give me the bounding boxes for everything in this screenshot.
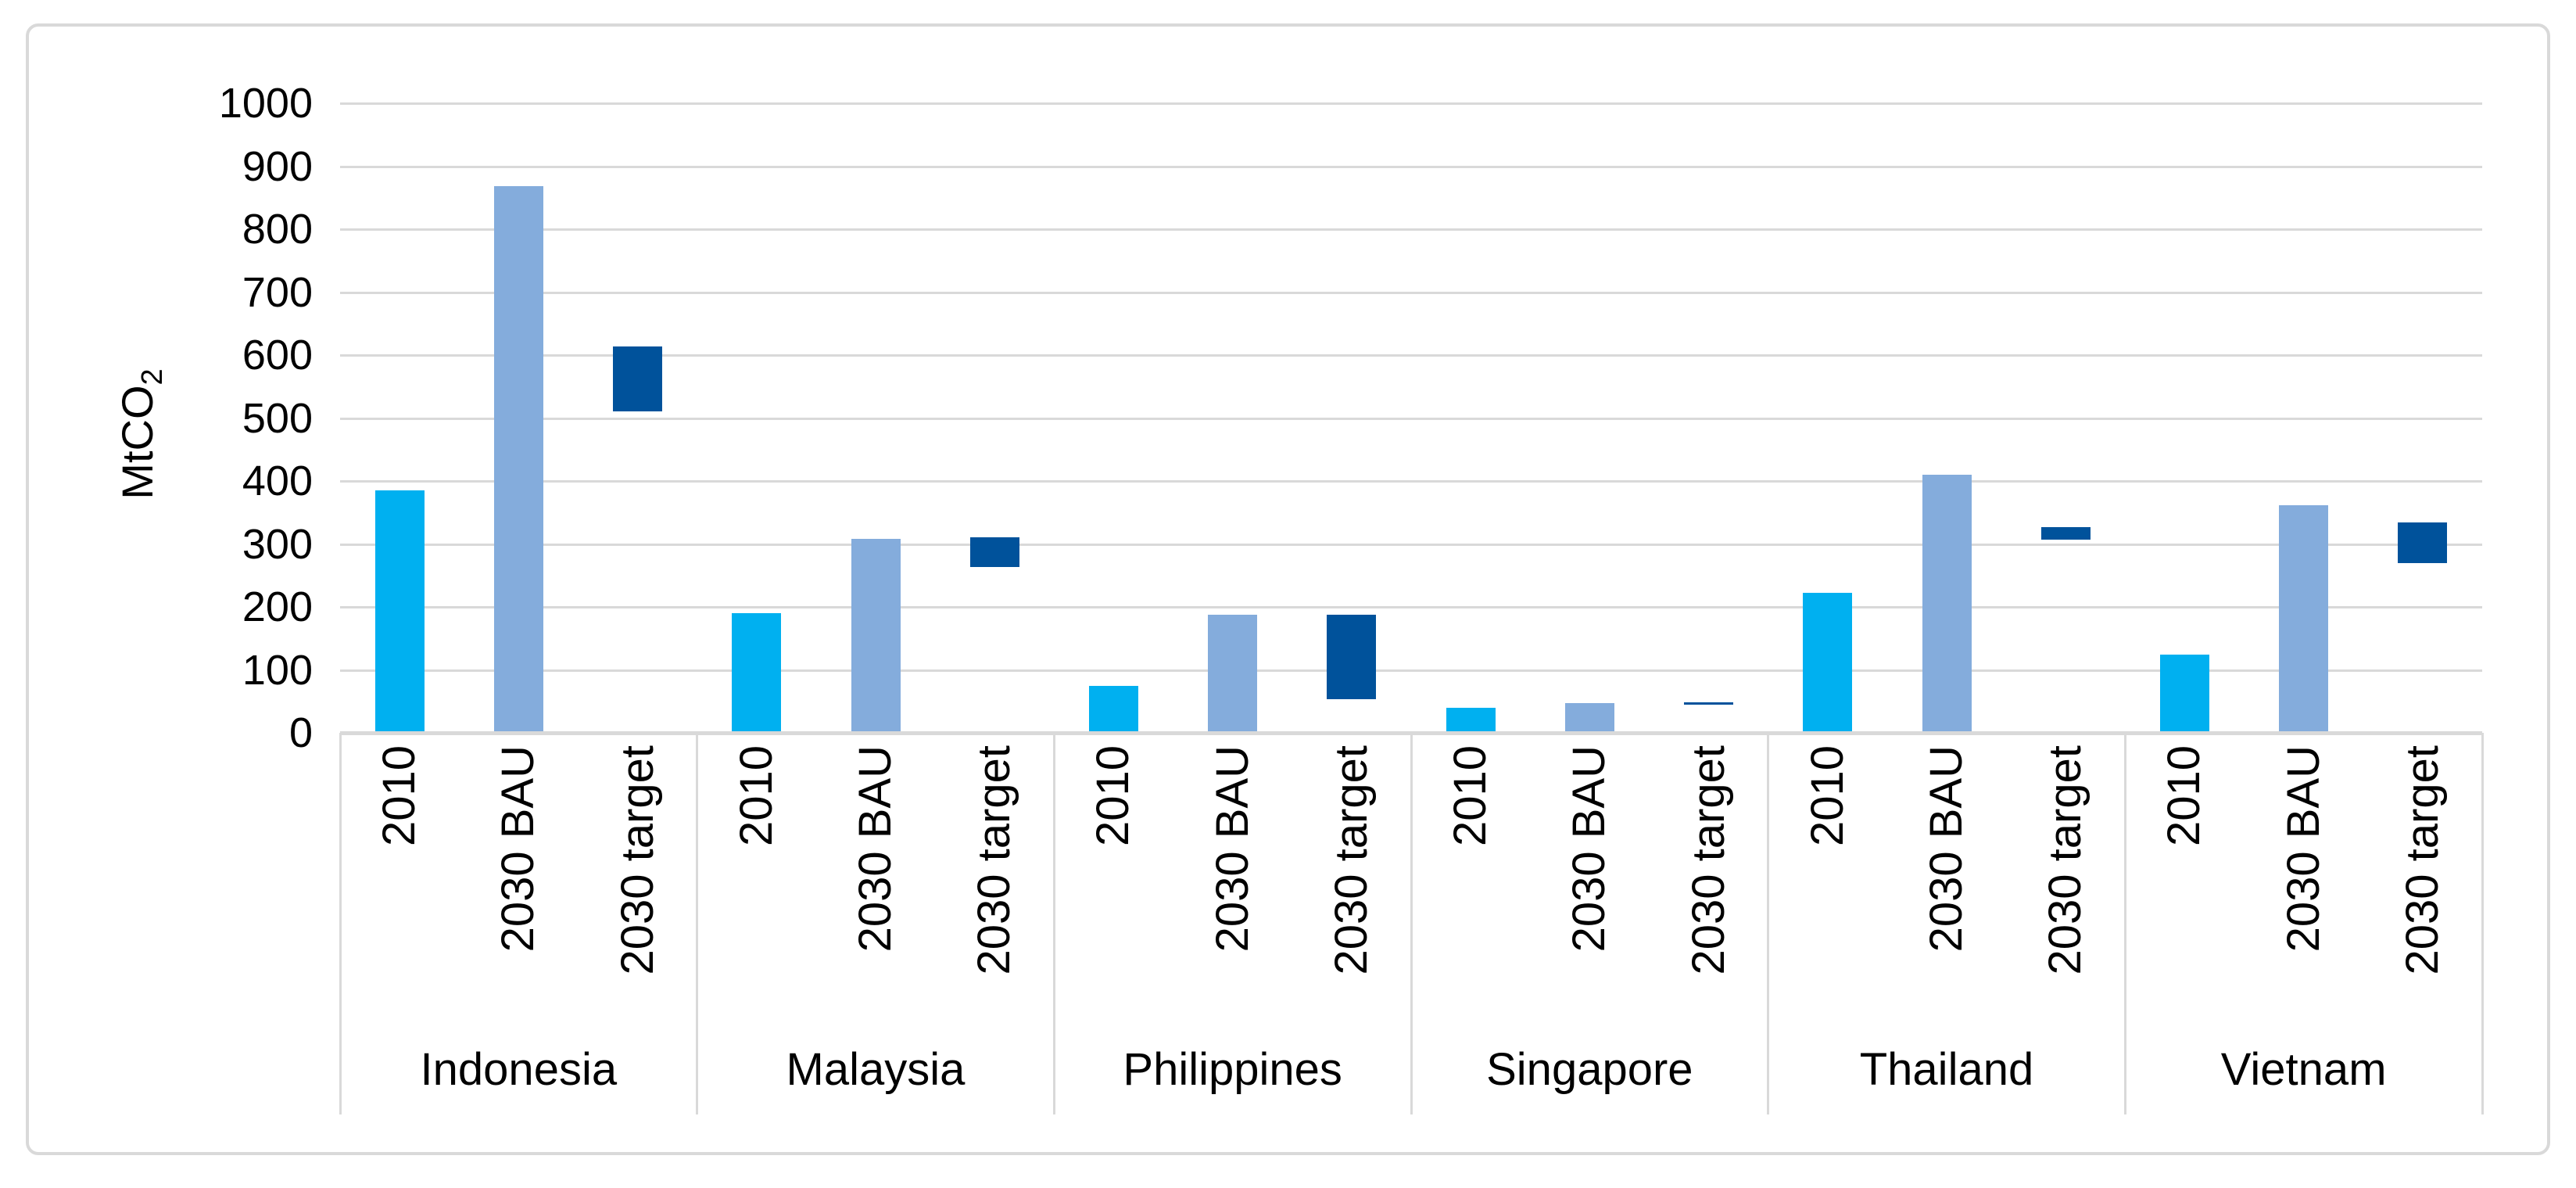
y-tick-label: 600 xyxy=(242,332,313,379)
bar-tick-label: 2030 BAU xyxy=(1921,745,1972,953)
gridline xyxy=(340,165,2482,168)
country-label-indonesia: Indonesia xyxy=(420,1044,618,1095)
bar-tick-label: 2030 target xyxy=(611,745,663,975)
bar-tick-label: 2030 BAU xyxy=(850,745,901,953)
bar-philippines-2010 xyxy=(1088,686,1138,731)
y-tick-label: 0 xyxy=(288,709,313,756)
y-tick-label: 1000 xyxy=(218,80,313,127)
y-tick-label: 200 xyxy=(242,583,313,630)
country-label-philippines: Philippines xyxy=(1123,1044,1342,1095)
bar-vietnam-2030-bau xyxy=(2279,504,2329,731)
bar-tick-label: 2030 BAU xyxy=(2277,745,2329,953)
y-tick-label: 100 xyxy=(242,646,313,694)
bar-tick-label: 2010 xyxy=(2159,745,2210,847)
bar-malaysia-2030-bau xyxy=(851,539,901,731)
gridline xyxy=(340,417,2482,420)
bar-tick-label: 2030 BAU xyxy=(1206,745,1258,953)
bar-tick-label: 2030 target xyxy=(1325,745,1377,975)
bar-tick-label: 2010 xyxy=(1087,745,1139,847)
category-divider xyxy=(1052,733,1055,1114)
bar-singapore-2010 xyxy=(1446,707,1496,731)
y-tick-label: 800 xyxy=(242,206,313,253)
bar-philippines-2030-bau xyxy=(1208,614,1258,731)
gridline xyxy=(340,102,2482,105)
bar-malaysia-2030-target xyxy=(969,537,1019,568)
bar-tick-label: 2030 BAU xyxy=(493,745,544,953)
bar-tick-label: 2010 xyxy=(1801,745,1853,847)
country-label-malaysia: Malaysia xyxy=(786,1044,966,1095)
y-axis-title-subscript: 2 xyxy=(136,368,170,386)
category-divider xyxy=(1767,733,1770,1114)
bar-tick-label: 2030 target xyxy=(969,745,1020,975)
category-divider xyxy=(1410,733,1413,1114)
gridline xyxy=(340,606,2482,608)
bar-malaysia-2010 xyxy=(732,613,782,731)
y-tick-label: 300 xyxy=(242,520,313,568)
y-tick-label: 700 xyxy=(242,268,313,316)
category-divider xyxy=(339,733,342,1114)
gridline xyxy=(340,543,2482,546)
bar-indonesia-2030-target xyxy=(613,346,663,412)
y-tick-label: 900 xyxy=(242,142,313,190)
bar-tick-label: 2030 target xyxy=(2396,745,2448,975)
country-label-vietnam: Vietnam xyxy=(2220,1044,2387,1095)
bar-indonesia-2010 xyxy=(374,490,425,731)
bar-singapore-2030-bau xyxy=(1564,703,1614,731)
bar-tick-label: 2010 xyxy=(730,745,782,847)
y-axis-title-text: MtCO xyxy=(113,385,162,500)
bar-vietnam-2010 xyxy=(2159,655,2209,731)
gridline xyxy=(340,291,2482,294)
gridline xyxy=(340,228,2482,231)
bar-tick-label: 2030 BAU xyxy=(1564,745,1615,953)
gridline xyxy=(340,669,2482,672)
bar-indonesia-2030-bau xyxy=(493,186,543,731)
bar-thailand-2010 xyxy=(1803,593,1853,731)
category-divider xyxy=(696,733,699,1114)
gridline xyxy=(340,354,2482,357)
y-axis-title: MtCO2 xyxy=(113,278,169,590)
category-divider xyxy=(2481,733,2484,1114)
y-tick-label: 500 xyxy=(242,394,313,442)
country-label-thailand: Thailand xyxy=(1859,1044,2034,1095)
country-label-singapore: Singapore xyxy=(1486,1044,1693,1095)
bar-vietnam-2030-target xyxy=(2398,522,2448,563)
bar-thailand-2030-bau xyxy=(1922,474,1972,731)
gridline xyxy=(340,480,2482,483)
category-divider xyxy=(2123,733,2126,1114)
bar-thailand-2030-target xyxy=(2040,526,2091,540)
bar-singapore-2030-target xyxy=(1684,702,1734,705)
bar-tick-label: 2030 target xyxy=(2040,745,2091,975)
bar-tick-label: 2030 target xyxy=(1682,745,1734,975)
bar-philippines-2030-target xyxy=(1327,614,1377,700)
y-tick-label: 400 xyxy=(242,458,313,504)
chart-frame: MtCO2 xyxy=(26,23,2550,1155)
bar-tick-label: 2010 xyxy=(374,745,425,847)
bar-tick-label: 2010 xyxy=(1445,745,1496,847)
